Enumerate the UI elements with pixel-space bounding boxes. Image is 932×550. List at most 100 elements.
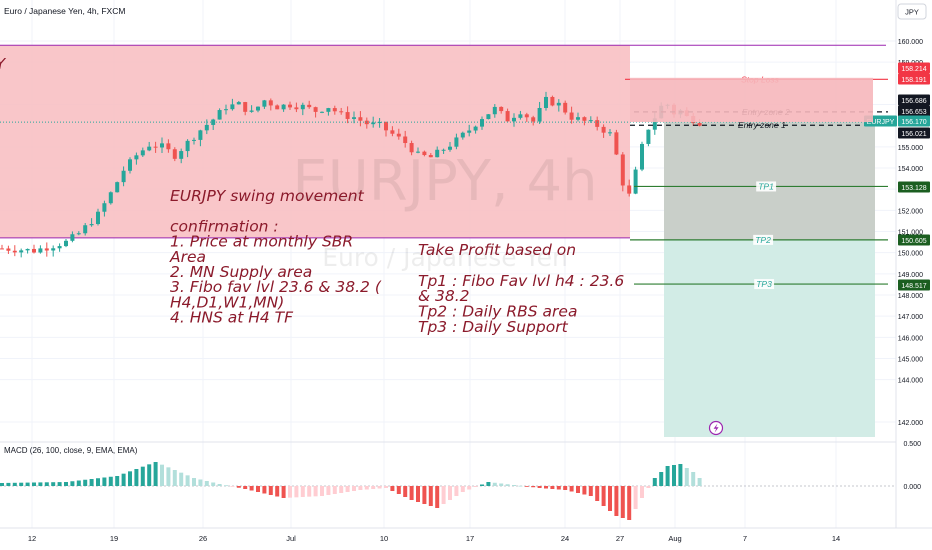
candle-body xyxy=(294,107,299,110)
macd-bar xyxy=(576,486,580,493)
candle-body xyxy=(249,110,254,112)
candle-body xyxy=(243,102,248,112)
candle-body xyxy=(102,203,107,212)
time-tick-label: 24 xyxy=(561,534,569,543)
candle-body xyxy=(550,96,555,106)
macd-bar xyxy=(217,484,222,486)
price-tick-label: 149.000 xyxy=(898,272,923,279)
macd-bar xyxy=(460,486,465,492)
macd-bar xyxy=(691,472,696,486)
price-tick-label: 142.000 xyxy=(898,420,923,427)
time-tick-label: 17 xyxy=(466,534,474,543)
time-tick-label: 12 xyxy=(28,534,36,543)
macd-bar xyxy=(684,468,689,486)
macd-bar xyxy=(396,486,401,494)
candle-body xyxy=(262,100,267,107)
macd-bar xyxy=(352,486,356,491)
macd-bar xyxy=(230,486,235,487)
candle-body xyxy=(384,122,388,131)
macd-bar xyxy=(64,482,68,486)
price-badge-label: 156.021 xyxy=(901,131,926,138)
macd-bar xyxy=(236,486,241,488)
macd-bar xyxy=(288,486,292,498)
macd-bar xyxy=(531,486,536,488)
macd-bar xyxy=(108,476,113,486)
macd-bar xyxy=(6,482,11,486)
alert-lightning-icon[interactable] xyxy=(708,420,724,436)
candle-body xyxy=(230,104,235,110)
symbol-title[interactable]: Euro / Japanese Yen, 4h, FXCM xyxy=(4,6,125,16)
macd-bar xyxy=(326,486,331,495)
macd-bar xyxy=(83,479,88,486)
candle-body xyxy=(569,112,574,120)
candle-body xyxy=(108,192,113,204)
macd-bar xyxy=(556,486,561,490)
candle-body xyxy=(480,119,484,127)
candle-body xyxy=(192,139,196,141)
macd-bar xyxy=(467,486,472,490)
price-badge-label: 156.686 xyxy=(901,98,926,105)
price-badge xyxy=(898,105,930,117)
candle-body xyxy=(460,132,465,138)
macd-bar xyxy=(147,464,152,486)
candle-body xyxy=(345,112,350,119)
time-tick-label: Aug xyxy=(668,534,681,543)
macd-bar xyxy=(313,486,318,497)
candle-body xyxy=(166,143,171,150)
macd-bar xyxy=(524,486,529,487)
candle-body xyxy=(76,233,81,235)
macd-bar xyxy=(51,482,56,486)
price-badge xyxy=(898,127,930,139)
macd-bar xyxy=(300,486,305,497)
macd-tick-label: 0.500 xyxy=(903,441,921,448)
macd-bar xyxy=(262,486,267,494)
macd-bar xyxy=(486,482,491,486)
macd-bar xyxy=(179,472,184,486)
level-label: TP2 xyxy=(755,235,771,245)
price-badge xyxy=(898,234,930,246)
candle-body xyxy=(147,146,152,151)
candle-body xyxy=(128,159,132,171)
macd-bar xyxy=(153,462,158,486)
candle-body xyxy=(652,118,657,130)
candle-body xyxy=(300,104,305,110)
macd-bar xyxy=(659,472,664,486)
macd-bar xyxy=(627,486,632,520)
macd-bar xyxy=(569,486,574,492)
candle-body xyxy=(576,117,580,120)
candle-body xyxy=(512,117,516,122)
candle-body xyxy=(256,106,260,111)
macd-bar xyxy=(121,473,126,486)
candle-body xyxy=(0,248,4,250)
macd-bar xyxy=(665,466,670,486)
macd-bar xyxy=(364,486,369,490)
macd-bar xyxy=(128,471,132,486)
time-tick-label: 14 xyxy=(832,534,840,543)
candle-body xyxy=(179,151,184,159)
price-badge xyxy=(898,94,930,106)
macd-bar xyxy=(332,486,337,494)
macd-bar xyxy=(505,484,510,486)
candle-body xyxy=(204,124,209,131)
macd-bar xyxy=(345,486,350,492)
macd-bar xyxy=(473,486,478,487)
candle-body xyxy=(134,155,139,160)
macd-bar xyxy=(582,486,587,495)
macd-bar xyxy=(102,477,107,486)
stop-loss-zone-box xyxy=(630,77,873,123)
candle-body xyxy=(595,120,600,127)
candle-body xyxy=(620,154,625,186)
macd-bar xyxy=(76,480,81,486)
candle-body xyxy=(12,250,17,253)
annotation-line: Tp1 : Fibo Fav lvl h4 : 23.6 xyxy=(418,272,624,290)
currency-badge[interactable]: JPY xyxy=(897,3,927,20)
annotation-line: & 38.2 xyxy=(418,287,470,305)
candle-body xyxy=(172,149,177,159)
macd-bar xyxy=(390,486,395,491)
candle-body xyxy=(153,146,158,148)
macd-bar xyxy=(633,486,638,509)
macd-bar xyxy=(550,486,555,489)
annotation-line: 2. MN Supply area xyxy=(170,263,312,281)
macd-bar xyxy=(601,486,606,506)
